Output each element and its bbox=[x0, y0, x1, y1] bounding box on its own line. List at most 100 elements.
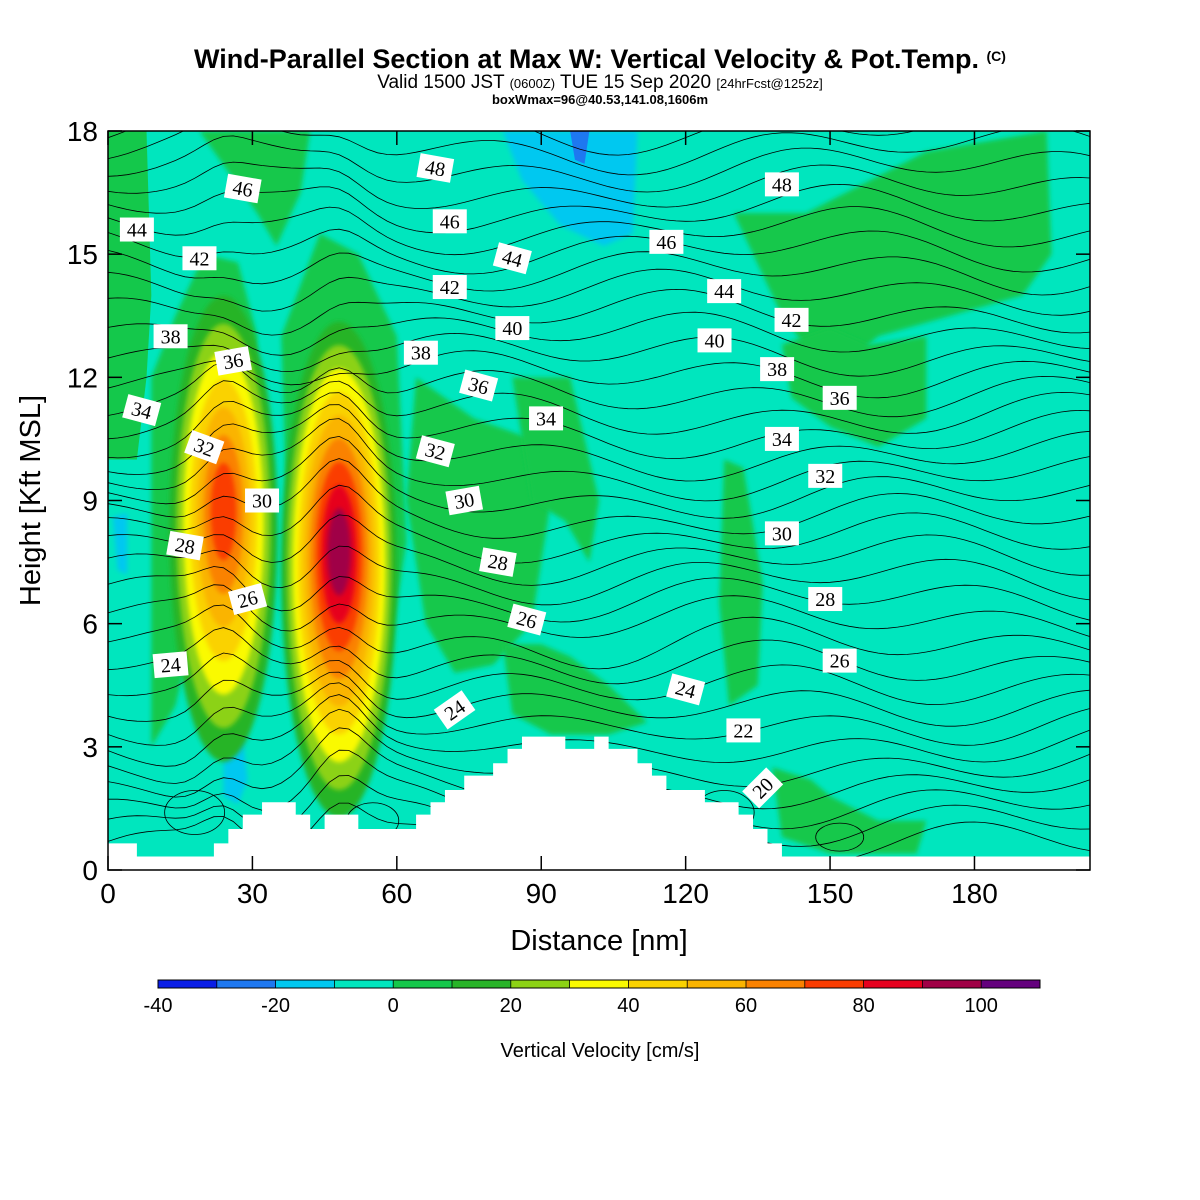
contour-label: 42 bbox=[432, 275, 467, 300]
contour-label-text: 40 bbox=[502, 318, 522, 340]
contour-label: 36 bbox=[459, 369, 499, 402]
contour-label-box bbox=[742, 767, 784, 809]
contour-label: 36 bbox=[214, 346, 252, 376]
contour-label: 40 bbox=[697, 328, 732, 353]
theta-line bbox=[108, 380, 1090, 440]
theta-line bbox=[108, 435, 1090, 519]
contour-label-box bbox=[726, 718, 761, 743]
contour-label-text: 26 bbox=[830, 651, 850, 673]
contour-label-text: 48 bbox=[772, 174, 792, 196]
theta-line bbox=[108, 250, 1090, 296]
y-tick-label: 3 bbox=[82, 732, 98, 763]
contour-label-box bbox=[153, 324, 188, 349]
contour-label-box bbox=[764, 521, 799, 546]
theta-line bbox=[108, 206, 1090, 256]
contour-label-box bbox=[445, 485, 484, 516]
contour-label-box bbox=[432, 275, 467, 300]
contour-label-text: 46 bbox=[231, 177, 255, 202]
colorbar-frame bbox=[157, 979, 1041, 989]
contour-label-box bbox=[707, 279, 742, 304]
colorbar-swatch bbox=[275, 980, 335, 988]
colorbar-swatch bbox=[863, 980, 923, 988]
contour-label-text: 34 bbox=[536, 408, 556, 430]
contour-label: 32 bbox=[808, 463, 843, 488]
contour-label-text: 40 bbox=[705, 330, 725, 352]
colorbar: -40 -20 0 20 40 60 80 100 Vertical Velocity [cm/… bbox=[144, 979, 1041, 1062]
contour-label-text: 28 bbox=[815, 589, 835, 611]
copyright-mark: (C) bbox=[986, 48, 1006, 64]
contour-label: 44 bbox=[492, 242, 532, 275]
contour-label-box bbox=[459, 369, 499, 402]
terrain-profile bbox=[108, 736, 1090, 870]
theta-line bbox=[108, 392, 1090, 460]
contour-label: 26 bbox=[228, 583, 268, 616]
colorbar-swatch bbox=[452, 980, 512, 988]
theta-line bbox=[108, 228, 1090, 275]
contour-label-text: 38 bbox=[411, 343, 431, 365]
colorbar-swatch bbox=[922, 980, 982, 988]
colorbar-tick-label: -20 bbox=[261, 995, 290, 1017]
contour-label: 30 bbox=[764, 521, 799, 546]
contour-label: 34 bbox=[122, 394, 162, 427]
contour-label: 26 bbox=[822, 648, 857, 673]
contour-label: 30 bbox=[245, 488, 280, 513]
contour-label-box bbox=[122, 394, 162, 427]
contour-label-text: 30 bbox=[453, 489, 477, 514]
y-tick-label: 15 bbox=[67, 239, 98, 270]
contour-label-box bbox=[666, 673, 706, 706]
contour-label: 24 bbox=[152, 651, 189, 679]
contour-label: 44 bbox=[707, 279, 742, 304]
colorbar-swatch bbox=[687, 980, 747, 988]
contour-label: 36 bbox=[822, 385, 857, 410]
contour-label: 24 bbox=[666, 673, 706, 706]
contour-label-text: 42 bbox=[440, 277, 460, 299]
contour-label: 28 bbox=[479, 547, 517, 577]
weak-updraft-area bbox=[502, 644, 648, 735]
colorbar-tick-label: 80 bbox=[852, 995, 874, 1017]
contour-label-text: 28 bbox=[486, 550, 510, 575]
contour-label: 38 bbox=[153, 324, 188, 349]
x-tick-label: 0 bbox=[100, 878, 116, 909]
contour-label-box bbox=[822, 648, 857, 673]
contour-label: 46 bbox=[223, 173, 262, 204]
contour-label-box bbox=[182, 246, 217, 271]
contour-label-box bbox=[403, 340, 438, 365]
contour-label: 42 bbox=[182, 246, 217, 271]
contour-label-text: 46 bbox=[656, 232, 676, 254]
theta-line bbox=[108, 604, 1090, 670]
contour-label-text: 44 bbox=[714, 281, 734, 303]
theta-line-group bbox=[108, 131, 1090, 870]
x-tick-label: 60 bbox=[381, 878, 412, 909]
contour-label-box bbox=[245, 488, 280, 513]
downdraft-area bbox=[112, 512, 128, 575]
theta-line bbox=[108, 161, 1090, 209]
contour-label: 22 bbox=[726, 718, 761, 743]
contour-label-box bbox=[415, 435, 455, 468]
x-tick-label: 150 bbox=[807, 878, 854, 909]
contour-label: 28 bbox=[808, 587, 843, 612]
contour-label-text: 34 bbox=[772, 429, 792, 451]
theta-line bbox=[108, 545, 1090, 606]
x-tick-label: 90 bbox=[526, 878, 557, 909]
contour-label-box bbox=[416, 153, 455, 183]
theta-line bbox=[108, 135, 1090, 193]
updraft-band bbox=[327, 508, 351, 596]
colorbar-swatch bbox=[158, 980, 218, 988]
x-tick-label: 120 bbox=[662, 878, 709, 909]
theta-contour-labels: 48 46 46 46 48 44 42 44 44 42 42 40 40 38 38 38 36 36 36 34… bbox=[119, 153, 857, 809]
contour-label-box bbox=[760, 357, 795, 382]
y-tick-label: 12 bbox=[67, 362, 98, 393]
contour-label-text: 38 bbox=[161, 326, 181, 348]
contour-label-text: 28 bbox=[173, 534, 197, 559]
terrain bbox=[108, 736, 1090, 870]
colorbar-swatch bbox=[804, 980, 865, 988]
box-wmax-info: boxWmax=96@40.53,141.08,1606m bbox=[491, 92, 709, 107]
contour-label: 34 bbox=[764, 426, 799, 451]
contour-label-box bbox=[119, 217, 154, 242]
colorbar-swatch bbox=[393, 980, 453, 988]
theta-line bbox=[108, 361, 1090, 418]
weak-updraft-area bbox=[719, 459, 763, 706]
y-axis-label: Height [Kft MSL] bbox=[15, 395, 47, 606]
contour-label: 34 bbox=[529, 406, 564, 431]
